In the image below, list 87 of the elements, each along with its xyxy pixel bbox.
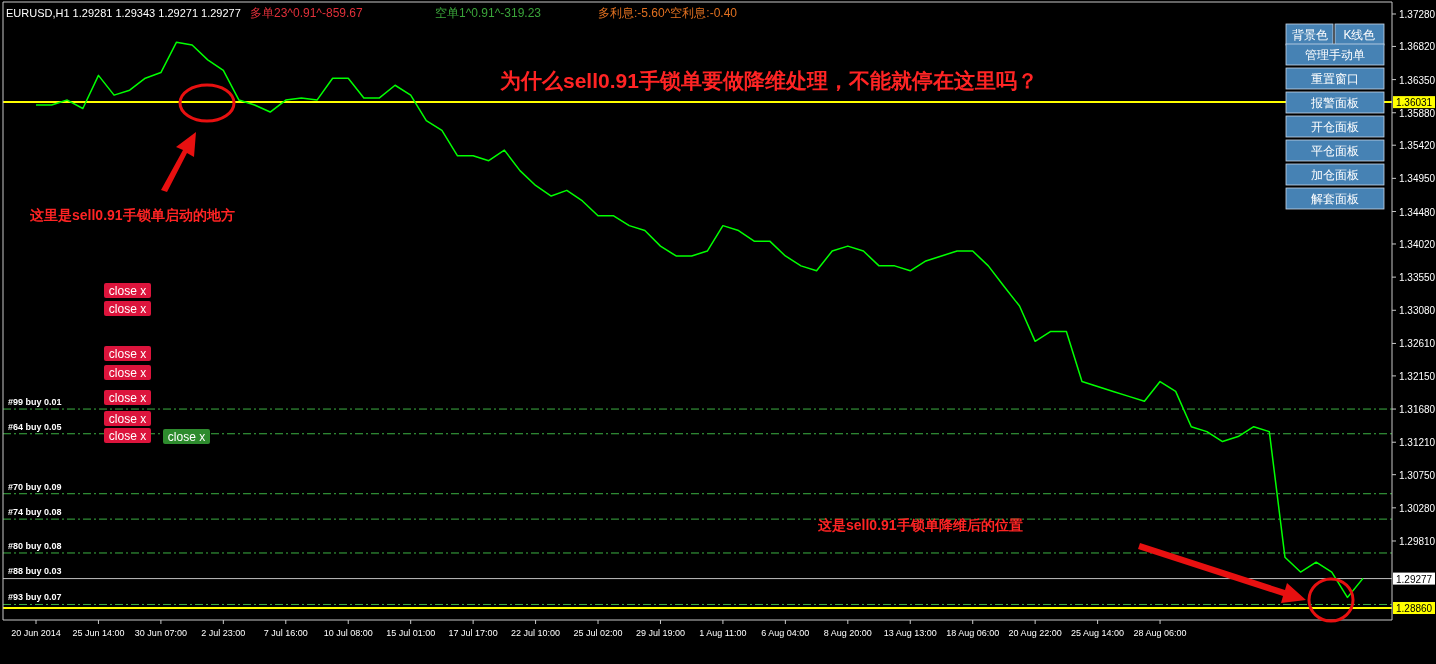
- x-tick-label: 29 Jul 19:00: [635, 628, 685, 638]
- y-tick-label: 1.37280: [1399, 8, 1436, 20]
- x-tick-label: 6 Aug 04:00: [761, 628, 810, 638]
- x-tick-label: 22 Jul 10:00: [511, 628, 561, 638]
- ref-line-label: 1.36031: [1396, 97, 1433, 109]
- annotation: 加仓面板: [1311, 168, 1359, 182]
- annotation: 管理手动单: [1305, 48, 1365, 62]
- close-button: close x: [104, 411, 151, 426]
- y-tick-label: 1.31680: [1399, 404, 1436, 416]
- y-tick-label: 1.33550: [1399, 272, 1436, 284]
- annotation: 开仓面板: [1311, 120, 1359, 134]
- ref-line-label: #93 buy 0.07: [8, 592, 62, 603]
- x-tick-label: 30 Jun 07:00: [134, 628, 187, 638]
- panel-button: 管理手动单: [1285, 43, 1385, 66]
- x-tick-label: 18 Aug 06:00: [946, 628, 1000, 638]
- annotation: close x: [108, 346, 147, 361]
- annotation: 空单1^0.91^-319.23: [435, 6, 542, 20]
- y-tick-label: 1.34480: [1399, 206, 1436, 218]
- panel-button: 开仓面板: [1285, 115, 1385, 138]
- y-tick-label: 1.35880: [1399, 107, 1436, 119]
- x-tick-label: 25 Aug 14:00: [1071, 628, 1125, 638]
- annotation: 平仓面板: [1311, 144, 1359, 158]
- annotation: close x: [108, 390, 147, 405]
- annotation: close x: [108, 283, 147, 298]
- x-tick-label: 2 Jul 23:00: [201, 628, 246, 638]
- panel-button: 平仓面板: [1285, 139, 1385, 162]
- x-tick-label: 17 Jul 17:00: [448, 628, 498, 638]
- close-button: close x: [104, 346, 151, 361]
- annotation: 这是sell0.91手锁单降维后的位置: [817, 517, 1023, 533]
- annotation: #88 buy 0.03: [8, 566, 62, 577]
- y-tick-label: 1.34950: [1399, 173, 1436, 185]
- ref-line-label: 1.29277: [1396, 573, 1433, 585]
- ref-line-label: 1.28860: [1396, 603, 1433, 615]
- x-tick-label: 8 Aug 20:00: [823, 628, 872, 638]
- panel-button: 加仓面板: [1285, 163, 1385, 186]
- annotation: close x: [167, 429, 206, 444]
- close-button: close x: [163, 429, 210, 444]
- annotation: K线色: [1343, 28, 1376, 42]
- close-button: close x: [104, 301, 151, 316]
- annotation: 这里是sell0.91手锁单启动的地方: [29, 207, 235, 223]
- x-tick-label: 20 Jun 2014: [11, 628, 61, 638]
- y-tick-label: 1.29810: [1399, 535, 1436, 547]
- x-tick-label: 1 Aug 11:00: [699, 628, 747, 638]
- annotation: 重置窗口: [1311, 72, 1359, 86]
- annotation: close x: [108, 428, 147, 443]
- panel-button: 重置窗口: [1285, 67, 1385, 90]
- ref-line-label: #80 buy 0.08: [8, 540, 62, 551]
- annotation: 报警面板: [1310, 96, 1359, 110]
- annotation: 解套面板: [1311, 192, 1359, 206]
- ref-line-label: #70 buy 0.09: [8, 481, 62, 492]
- x-tick-label: 25 Jun 14:00: [72, 628, 125, 638]
- annotation: 多利息:-5.60^空利息:-0.40: [598, 6, 738, 20]
- annotation: 背景色: [1291, 28, 1328, 42]
- annotation: 为什么sell0.91手锁单要做降维处理，不能就停在这里吗？: [500, 69, 1038, 92]
- x-tick-label: 28 Aug 06:00: [1133, 628, 1187, 638]
- annotation: close x: [108, 301, 147, 316]
- x-tick-label: 15 Jul 01:00: [386, 628, 436, 638]
- annotation: close x: [108, 411, 147, 426]
- text: EURUSD,H1 1.29281 1.29343 1.29271 1.29277: [6, 7, 241, 19]
- panel-button: 背景色: [1285, 23, 1334, 46]
- y-tick-label: 1.33080: [1399, 305, 1436, 317]
- y-tick-label: 1.32610: [1399, 338, 1436, 350]
- x-tick-label: 13 Aug 13:00: [883, 628, 937, 638]
- annotation: close x: [108, 365, 147, 380]
- y-tick-label: 1.32150: [1399, 370, 1436, 382]
- ref-line-label: #64 buy 0.05: [8, 421, 62, 432]
- y-tick-label: 1.34020: [1399, 238, 1436, 250]
- y-tick-label: 1.30280: [1399, 502, 1436, 514]
- y-tick-label: 1.36820: [1399, 41, 1436, 53]
- y-tick-label: 1.36350: [1399, 74, 1436, 86]
- close-button: close x: [104, 365, 151, 380]
- panel-button: 解套面板: [1285, 187, 1385, 210]
- panel-button: K线色: [1334, 23, 1385, 46]
- y-tick-label: 1.31210: [1399, 437, 1436, 449]
- x-tick-label: 7 Jul 16:00: [263, 628, 308, 638]
- close-button: close x: [104, 390, 151, 405]
- x-tick-label: 10 Jul 08:00: [323, 628, 373, 638]
- close-button: close x: [104, 283, 151, 298]
- annotation: 多单23^0.91^-859.67: [250, 6, 363, 20]
- panel-button: 报警面板: [1285, 91, 1385, 114]
- x-tick-label: 25 Jul 02:00: [573, 628, 623, 638]
- close-button: close x: [104, 428, 151, 443]
- ref-line-label: #99 buy 0.01: [8, 397, 62, 408]
- ref-line-label: #74 buy 0.08: [8, 507, 62, 518]
- x-tick-label: 20 Aug 22:00: [1008, 628, 1062, 638]
- y-tick-label: 1.35420: [1399, 140, 1436, 152]
- y-tick-label: 1.30750: [1399, 469, 1436, 481]
